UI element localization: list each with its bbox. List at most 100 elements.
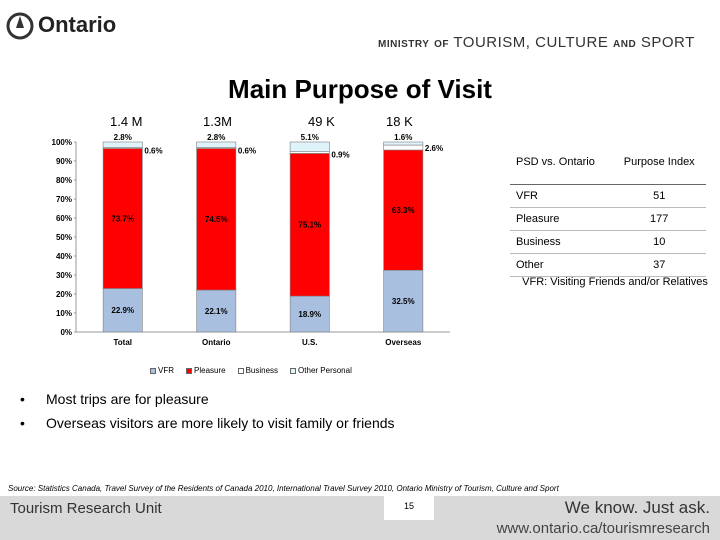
data-label: 0.6% [144,146,162,155]
bar-segment-other-personal [383,141,424,146]
chart-legend: VFR Pleasure Business Other Personal [150,366,352,375]
column-head: 1.3M [203,114,232,129]
y-tick-label: 90% [56,157,72,166]
column-head: 49 K [308,114,335,129]
bar-segment-vfr [289,295,330,333]
bar-segment-pleasure [289,153,330,297]
legend-item: Pleasure [186,366,226,375]
footer-tagline: We know. Just ask. [564,498,710,517]
vfr-definition-note: VFR: Visiting Friends and/or Relatives [522,276,708,288]
legend-swatch [237,367,244,374]
header: Ontario MINISTRY OF TOURISM, CULTURE AND… [0,0,720,66]
y-tick-label: 100% [52,138,72,147]
bullet-list: • Most trips are for pleasure • Overseas v… [20,391,395,439]
bar-segment-business [383,144,424,151]
bar-segment-other-personal [102,141,143,148]
footer: Tourism Research Unit 15 We know. Just a… [0,496,720,540]
page-number: 15 [384,496,434,520]
data-label: 0.6% [238,146,256,155]
ministry-word: SPORT [640,34,695,51]
table-cell: 37 [612,253,706,277]
legend-item: Business [237,366,279,375]
table-header-cell: PSD vs. Ontario [510,140,613,185]
y-tick-label: 40% [56,252,72,261]
ministry-name: MINISTRY OF TOURISM, CULTURE AND SPORT [378,34,714,54]
y-tick-label: 30% [56,271,72,280]
y-tick-label: 50% [56,233,72,242]
bar-segment-vfr [196,289,237,333]
data-label: 0.9% [331,151,349,160]
table-header-cell: Purpose Index [612,140,706,185]
purpose-index-table: PSD vs. Ontario Purpose Index VFR 51 Plea… [510,140,706,277]
bar-segment-pleasure [102,148,143,289]
ministry-word: MINISTRY [378,39,430,50]
footer-unit: Tourism Research Unit [10,500,162,517]
bullet-item: • Overseas visitors are more likely to vi… [20,415,395,431]
y-tick-label: 10% [56,309,72,318]
data-label: 32.5% [392,297,415,306]
data-label: 2.6% [425,144,443,153]
x-tick-label: Total [113,338,132,347]
data-label: 2.8% [114,133,132,142]
table-row: VFR 51 [510,184,706,208]
bar-segment-pleasure [196,148,237,291]
table-cell: Other [510,253,613,277]
ministry-word: OF [434,39,449,50]
data-label: 75.1% [298,221,321,230]
table-cell: 51 [612,184,706,208]
data-label: 73.7% [111,214,134,223]
x-tick-label: U.S. [302,338,318,347]
y-tick-label: 70% [56,195,72,204]
bar-segment-other-personal [289,141,330,152]
legend-item: Other Personal [290,366,352,375]
legend-swatch [290,367,297,374]
footer-url: www.ontario.ca/tourismresearch [496,520,710,537]
legend-item: VFR [150,366,174,375]
y-tick-label: 0% [60,328,72,337]
table-cell: Pleasure [510,207,613,231]
table-row: Other 37 [510,253,706,277]
slide-title: Main Purpose of Visit [228,74,492,104]
table-cell: VFR [510,184,613,208]
legend-label: Pleasure [194,366,226,375]
legend-swatch [186,367,192,374]
x-tick-label: Overseas [385,338,422,347]
data-label: 18.9% [298,310,321,319]
ministry-word: AND [613,39,637,50]
table-row: Pleasure 177 [510,207,706,231]
data-label: 2.8% [207,133,225,142]
table-cell: 10 [612,230,706,254]
bullet-dot-icon: • [20,391,25,407]
table-header-row: PSD vs. Ontario Purpose Index [510,140,706,185]
y-tick-label: 80% [56,176,72,185]
data-label: 22.1% [205,307,228,316]
column-head: 1.4 M [110,114,143,129]
y-tick-label: 20% [56,290,72,299]
bar-segment-other-personal [196,141,237,148]
bar-segment-vfr [383,269,424,333]
x-tick-label: Ontario [202,338,231,347]
data-label: 74.5% [205,215,228,224]
legend-label: Business [245,366,279,375]
ontario-trillium-logo-icon [6,12,34,40]
bullet-text: Overseas visitors are more likely to vis… [46,415,395,431]
column-head: 18 K [386,114,413,129]
legend-label: Other Personal [298,366,352,375]
source-note: Source: Statistics Canada, Travel Survey… [8,484,559,493]
bullet-text: Most trips are for pleasure [46,391,209,407]
bar-segment-pleasure [383,149,424,271]
bar-segment-vfr [102,288,143,333]
bullet-dot-icon: • [20,415,25,431]
ministry-word: TOURISM, [453,34,531,51]
data-label: 5.1% [301,133,319,142]
ministry-word: CULTURE [535,34,609,51]
table-cell: Business [510,230,613,254]
table-cell: 177 [612,207,706,231]
bullet-item: • Most trips are for pleasure [20,391,395,407]
data-label: 22.9% [111,306,134,315]
data-label: 1.6% [394,133,412,142]
table-row: Business 10 [510,230,706,254]
y-tick-label: 60% [56,214,72,223]
legend-swatch [150,367,156,374]
